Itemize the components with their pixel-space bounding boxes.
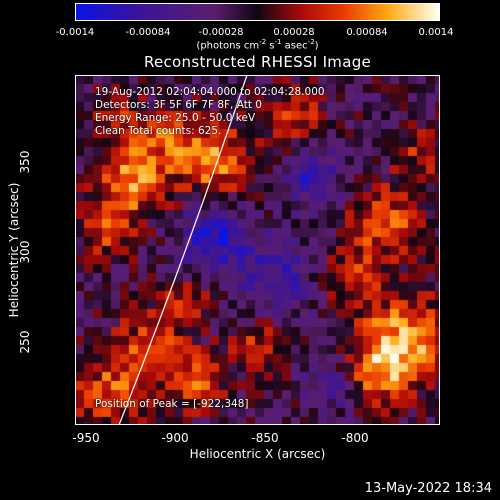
colorbar-tick: -0.00028 bbox=[198, 27, 244, 38]
solar-limb-line bbox=[118, 75, 248, 425]
rhessi-image bbox=[75, 75, 440, 425]
x-axis-label: Heliocentric X (arcsec) bbox=[189, 447, 326, 461]
x-tick-label: -850 bbox=[251, 431, 279, 445]
info-detectors: Detectors: 3F 5F 6F 7F 8F, Att 0 bbox=[95, 99, 262, 111]
x-tick-label: -900 bbox=[161, 431, 189, 445]
colorbar-units: (photons cm-2 s-1 asec-2) bbox=[196, 38, 319, 52]
colorbar-tick: -0.00084 bbox=[125, 27, 171, 38]
info-time-range: 19-Aug-2012 02:04:04.000 to 02:04:28.000 bbox=[95, 86, 325, 98]
colorbar-tick: 0.00028 bbox=[273, 27, 315, 38]
peak-position: Position of Peak = [-922,348] bbox=[95, 398, 249, 410]
colorbar-tick: 0.0014 bbox=[418, 27, 454, 38]
info-total-counts: Clean Total counts: 625. bbox=[95, 125, 222, 137]
x-tick-label: -950 bbox=[72, 431, 100, 445]
colorbar-gradient bbox=[75, 3, 440, 21]
colorbar-tick: -0.0014 bbox=[55, 27, 95, 38]
info-energy-range: Energy Range: 25.0 - 50.0 keV bbox=[95, 112, 256, 124]
rhessi-intensity-map bbox=[75, 75, 440, 425]
timestamp: 13-May-2022 18:34 bbox=[364, 481, 492, 496]
y-tick-label: 250 bbox=[18, 330, 32, 354]
x-tick-label: -800 bbox=[341, 431, 369, 445]
colorbar-tick: 0.00084 bbox=[346, 27, 388, 38]
y-axis-label: Heliocentric Y (arcsec) bbox=[7, 182, 21, 318]
y-tick-label: 350 bbox=[18, 150, 32, 174]
plot-title: Reconstructed RHESSI Image bbox=[143, 53, 372, 71]
